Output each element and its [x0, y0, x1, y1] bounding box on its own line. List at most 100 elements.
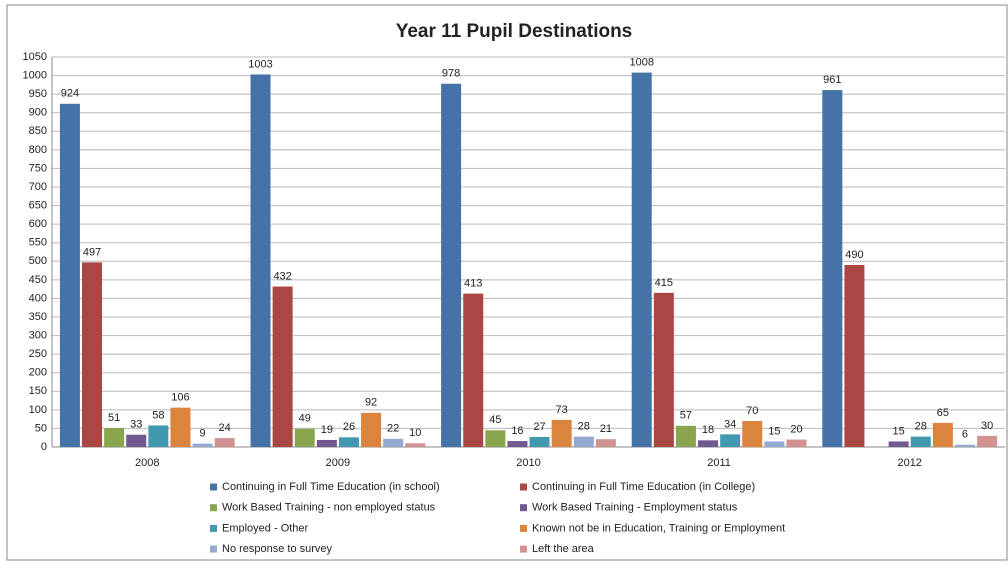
x-tick-label: 2008	[135, 457, 159, 469]
data-label: 34	[724, 418, 736, 430]
legend-label: Left the area	[532, 543, 595, 555]
data-label: 57	[680, 410, 692, 422]
y-tick-label: 0	[41, 441, 47, 453]
legend-swatch	[210, 545, 217, 553]
data-label: 9	[200, 428, 206, 440]
y-tick-label: 450	[29, 274, 47, 286]
bar	[631, 72, 652, 447]
y-tick-label: 1000	[23, 69, 47, 81]
bar	[192, 443, 213, 447]
data-label: 16	[511, 425, 523, 437]
chart-title: Year 11 Pupil Destinations	[396, 21, 633, 42]
bar	[294, 428, 315, 447]
y-tick-label: 500	[29, 255, 47, 267]
bar	[148, 425, 169, 447]
y-tick-label: 300	[29, 329, 47, 341]
data-label: 15	[768, 425, 780, 437]
bar	[338, 437, 359, 447]
y-tick-label: 350	[29, 311, 47, 323]
legend-swatch	[210, 483, 217, 491]
y-tick-label: 900	[29, 107, 47, 119]
legend-label: Employed - Other	[222, 522, 309, 534]
y-tick-label: 150	[29, 385, 47, 397]
data-label: 51	[108, 412, 120, 424]
bar	[485, 430, 506, 447]
data-label: 30	[981, 420, 993, 432]
data-label: 73	[556, 404, 568, 416]
bar	[844, 265, 865, 447]
bar	[888, 441, 909, 447]
data-label: 49	[299, 413, 311, 425]
legend-swatch	[520, 524, 527, 532]
y-tick-label: 600	[29, 218, 47, 230]
y-tick-label: 800	[29, 144, 47, 156]
legend-label: Work Based Training - non employed statu…	[222, 502, 436, 514]
y-tick-label: 400	[29, 292, 47, 304]
data-label: 65	[937, 407, 949, 419]
legend-label: Work Based Training - Employment status	[532, 502, 738, 514]
y-tick-label: 750	[29, 162, 47, 174]
data-label: 413	[464, 278, 482, 290]
bar	[250, 74, 271, 447]
bar	[573, 436, 594, 447]
data-label: 21	[600, 423, 612, 435]
bar	[361, 412, 382, 447]
bar	[698, 440, 719, 447]
data-label: 19	[321, 424, 333, 436]
y-tick-label: 700	[29, 181, 47, 193]
x-tick-label: 2009	[326, 457, 350, 469]
bar	[529, 436, 550, 447]
x-tick-label: 2011	[707, 457, 731, 469]
legend-swatch	[520, 545, 527, 553]
data-label: 28	[915, 421, 927, 433]
bar	[214, 438, 235, 447]
data-label: 961	[823, 74, 841, 86]
bar	[786, 439, 807, 447]
legend-label: No response to survey	[222, 543, 333, 555]
data-label: 490	[845, 249, 863, 261]
bar	[551, 419, 572, 447]
bar	[720, 434, 741, 447]
data-label: 10	[409, 427, 421, 439]
data-label: 432	[273, 270, 291, 282]
legend-swatch	[210, 504, 217, 512]
bar	[104, 428, 125, 447]
data-label: 58	[152, 409, 164, 421]
bar	[272, 286, 293, 447]
legend-swatch	[520, 483, 527, 491]
data-label: 24	[219, 422, 231, 434]
x-tick-label: 2012	[897, 457, 921, 469]
legend-swatch	[520, 504, 527, 512]
bar	[82, 262, 103, 447]
data-label: 924	[61, 88, 79, 100]
y-tick-label: 250	[29, 348, 47, 360]
x-tick-label: 2010	[516, 457, 540, 469]
y-tick-label: 850	[29, 125, 47, 137]
bar	[383, 438, 404, 447]
data-label: 6	[962, 429, 968, 441]
bar	[653, 292, 674, 447]
data-label: 1003	[248, 58, 272, 70]
bar	[954, 444, 975, 447]
data-label: 20	[790, 423, 802, 435]
bar	[595, 439, 616, 447]
legend-swatch	[210, 524, 217, 532]
bar	[405, 443, 426, 447]
y-tick-label: 200	[29, 367, 47, 379]
bar	[910, 436, 931, 447]
y-tick-label: 50	[35, 422, 47, 434]
data-label: 106	[171, 392, 189, 404]
legend-label: Continuing in Full Time Education (in Co…	[532, 481, 755, 493]
bar	[59, 103, 80, 448]
y-tick-label: 650	[29, 199, 47, 211]
bar	[316, 439, 337, 447]
data-label: 33	[130, 419, 142, 431]
bar	[675, 425, 696, 447]
bar	[977, 435, 998, 447]
data-label: 18	[702, 424, 714, 436]
data-label: 70	[746, 405, 758, 417]
legend-label: Known not be in Education, Training or E…	[532, 522, 785, 534]
bar	[441, 83, 462, 447]
data-label: 978	[442, 68, 460, 80]
y-tick-label: 950	[29, 88, 47, 100]
